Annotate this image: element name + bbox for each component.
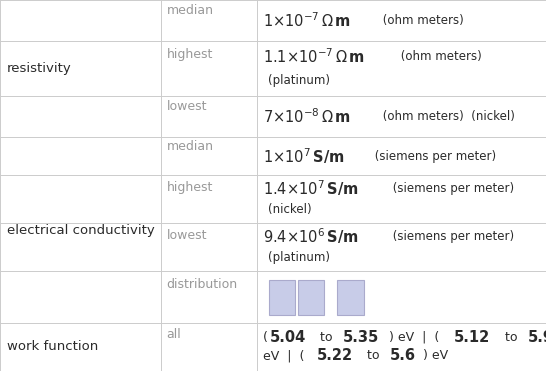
Text: work function: work function [7, 341, 98, 354]
Text: ) eV  |  (: ) eV | ( [389, 331, 440, 344]
Bar [298, 279, 324, 315]
Text: $1{\times}10^{-7}\,\Omega\,\mathbf{m}$: $1{\times}10^{-7}\,\Omega\,\mathbf{m}$ [263, 11, 351, 30]
Text: 5.93: 5.93 [527, 330, 546, 345]
Text: 5.35: 5.35 [343, 330, 379, 345]
Text: $1.4{\times}10^{7}\,\mathbf{S/m}$: $1.4{\times}10^{7}\,\mathbf{S/m}$ [263, 179, 359, 198]
Text: (ohm meters): (ohm meters) [397, 50, 482, 63]
Text: $1{\times}10^{7}\,\mathbf{S/m}$: $1{\times}10^{7}\,\mathbf{S/m}$ [263, 147, 345, 166]
Text: highest: highest [167, 181, 213, 194]
Text: ) eV: ) eV [423, 349, 448, 362]
Text: all: all [167, 328, 181, 341]
Text: median: median [167, 4, 213, 17]
Text: $1.1{\times}10^{-7}\,\Omega\,\mathbf{m}$: $1.1{\times}10^{-7}\,\Omega\,\mathbf{m}$ [263, 47, 365, 66]
Text: (siemens per meter): (siemens per meter) [389, 230, 514, 243]
Text: electrical conductivity: electrical conductivity [7, 224, 155, 237]
Text: (platinum): (platinum) [268, 251, 330, 264]
Text: (: ( [263, 331, 268, 344]
Text: 5.04: 5.04 [270, 330, 306, 345]
Text: resistivity: resistivity [7, 62, 72, 75]
Text: lowest: lowest [167, 100, 207, 113]
Bar [269, 279, 295, 315]
Text: (ohm meters)  (nickel): (ohm meters) (nickel) [379, 110, 515, 123]
Text: to: to [363, 349, 384, 362]
Text: 5.12: 5.12 [454, 330, 490, 345]
Text: $7{\times}10^{-8}\,\Omega\,\mathbf{m}$: $7{\times}10^{-8}\,\Omega\,\mathbf{m}$ [263, 108, 351, 126]
Text: to: to [316, 331, 337, 344]
Text: 5.6: 5.6 [390, 348, 416, 363]
Text: to: to [501, 331, 521, 344]
Text: lowest: lowest [167, 229, 207, 242]
Text: eV  |  (: eV | ( [263, 349, 305, 362]
Text: (siemens per meter): (siemens per meter) [371, 150, 496, 163]
Text: median: median [167, 140, 213, 153]
Text: highest: highest [167, 49, 213, 62]
Text: (platinum): (platinum) [268, 74, 330, 87]
Text: (nickel): (nickel) [268, 203, 311, 216]
Text: (siemens per meter): (siemens per meter) [389, 182, 514, 195]
Text: distribution: distribution [167, 278, 238, 290]
Text: (ohm meters): (ohm meters) [379, 14, 464, 27]
Text: $9.4{\times}10^{6}\,\mathbf{S/m}$: $9.4{\times}10^{6}\,\mathbf{S/m}$ [263, 227, 359, 246]
Bar [337, 279, 364, 315]
Text: 5.22: 5.22 [317, 348, 353, 363]
